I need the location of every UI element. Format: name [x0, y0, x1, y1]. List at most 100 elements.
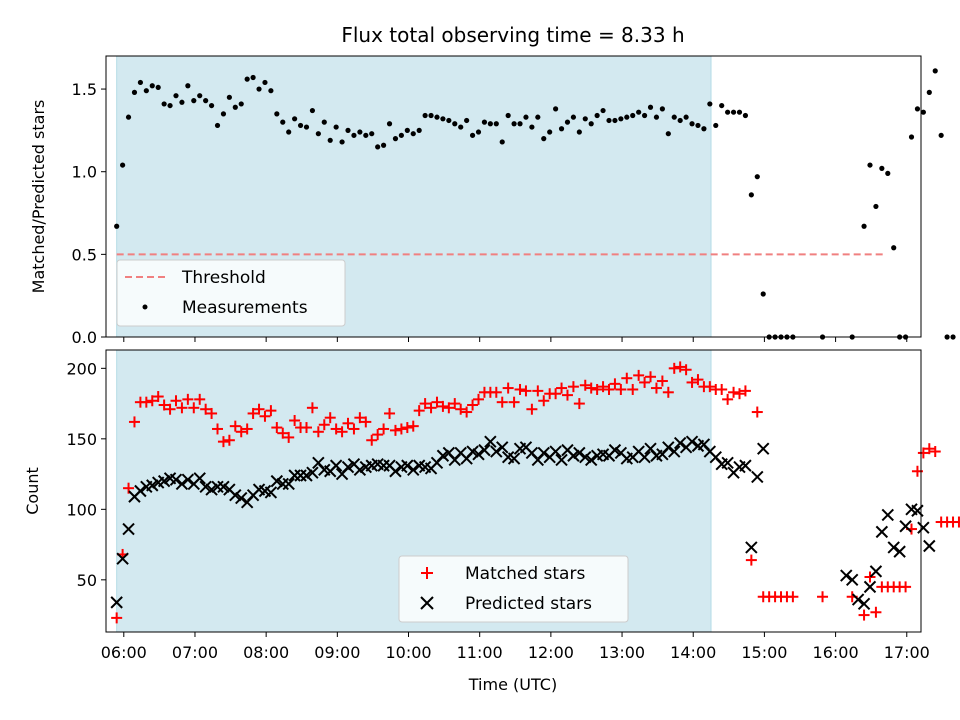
matched-star-point — [164, 403, 176, 415]
measurement-point — [416, 127, 422, 133]
measurement-point — [719, 102, 725, 109]
measurement-point — [908, 134, 915, 140]
measurement-point — [392, 136, 399, 142]
legend-predicted-label: Predicted stars — [465, 594, 592, 614]
matched-star-point — [265, 405, 277, 417]
measurement-point — [185, 83, 191, 89]
predicted-star-point — [229, 489, 242, 502]
measurement-point — [125, 114, 132, 120]
matched-star-point — [639, 376, 651, 388]
measurement-point — [570, 114, 577, 120]
top-axes-frame — [105, 55, 922, 338]
predicted-star-point — [917, 521, 930, 534]
predicted-star-point — [567, 449, 580, 462]
y-tick-label: 200 — [66, 359, 97, 378]
matched-star-point — [401, 422, 413, 434]
measurement-point — [647, 104, 654, 110]
matched-star-point — [431, 396, 443, 408]
predicted-star-point — [745, 541, 758, 554]
measurement-point — [873, 203, 879, 210]
matched-star-point — [716, 383, 728, 395]
measurement-point — [386, 121, 393, 127]
predicted-star-point — [721, 456, 734, 470]
matched-star-point — [502, 382, 514, 394]
measurement-point — [292, 116, 298, 122]
predicted-star-point — [134, 484, 147, 498]
predicted-star-point — [181, 473, 195, 486]
predicted-star-point — [887, 541, 900, 554]
matched-star-point — [674, 361, 686, 373]
measurement-point — [469, 132, 476, 138]
matched-star-point — [425, 402, 437, 414]
matched-star-point — [561, 389, 573, 401]
matched-star-point — [633, 369, 645, 381]
matched-star-point — [389, 424, 401, 436]
measurement-point — [446, 117, 452, 124]
measurement-point — [256, 86, 262, 92]
matched-star-point — [271, 422, 283, 434]
matched-star-point — [336, 426, 348, 438]
matched-star-point — [158, 399, 170, 411]
measurement-point — [191, 98, 197, 104]
predicted-star-point — [175, 477, 189, 491]
measurement-point — [730, 109, 737, 115]
measurement-point — [422, 112, 428, 119]
measurement-point — [938, 132, 944, 138]
predicted-star-point — [845, 573, 859, 587]
x-tick-label: 09:00 — [314, 643, 360, 662]
matched-star-point — [360, 416, 372, 428]
matched-star-point — [413, 405, 425, 417]
measurement-point — [760, 291, 766, 297]
matched-star-point — [200, 403, 212, 415]
matched-star-point — [556, 382, 568, 394]
measurement-point — [220, 111, 227, 117]
measurement-point — [404, 127, 410, 133]
predicted-star-point — [401, 459, 414, 472]
predicted-star-point — [110, 596, 123, 609]
measurement-point — [458, 124, 464, 130]
matched-star-point — [212, 423, 224, 435]
predicted-star-point — [573, 446, 586, 460]
y-tick-label: 100 — [66, 500, 97, 519]
x-axis-label: Time (UTC) — [468, 675, 557, 694]
measurement-point — [695, 122, 701, 129]
matched-star-point — [188, 402, 200, 414]
measurement-point — [440, 116, 446, 122]
measurement-point — [274, 111, 280, 117]
matched-stars-points — [111, 361, 960, 624]
measurement-point — [268, 88, 274, 94]
measurement-point — [659, 106, 665, 112]
measurement-point — [736, 109, 743, 115]
measurement-point — [541, 136, 547, 142]
predicted-star-point — [341, 460, 355, 474]
measurement-point — [618, 116, 624, 122]
bottom-axis-ticks: 50 100 150 200 06:00 07:00 08:00 09:00 10:00 11:0… — [66, 359, 929, 662]
matched-star-point — [229, 420, 241, 432]
measurement-point — [689, 121, 695, 127]
measurement-point — [707, 101, 713, 107]
predicted-star-point — [306, 466, 319, 479]
measurement-point — [944, 334, 950, 340]
measurement-point — [398, 132, 404, 138]
matched-star-point — [348, 423, 360, 435]
measurement-point — [932, 68, 938, 74]
matched-star-point — [526, 403, 538, 415]
measurement-point — [558, 126, 565, 132]
measurement-points — [114, 68, 956, 340]
matched-star-point — [437, 400, 449, 412]
matched-star-point — [745, 554, 757, 566]
matched-star-point — [514, 383, 526, 395]
top-legend: Threshold Measurements — [116, 259, 346, 327]
x-tick-label: 15:00 — [741, 643, 787, 662]
predicted-star-point — [673, 436, 687, 450]
matched-star-point — [597, 381, 609, 393]
matched-star-point — [508, 396, 520, 408]
legend-threshold-label: Threshold — [181, 268, 266, 288]
matched-star-point — [306, 402, 318, 414]
measurement-point — [487, 121, 493, 127]
measurement-point — [262, 79, 268, 86]
top-legend-box — [116, 259, 346, 327]
predicted-star-point — [329, 459, 343, 472]
measurement-point — [511, 121, 517, 127]
